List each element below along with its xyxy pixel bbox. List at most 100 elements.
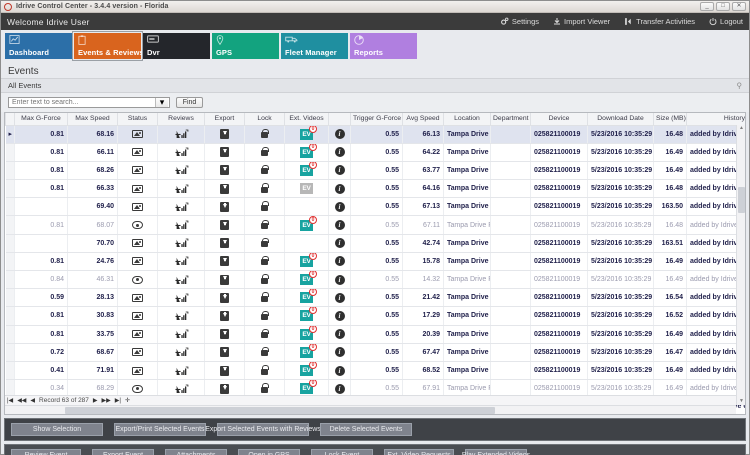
cell-status[interactable] (117, 288, 158, 308)
lock-icon[interactable] (261, 328, 269, 339)
col-department[interactable]: Department (490, 113, 531, 126)
info-icon[interactable]: i (334, 238, 345, 249)
col-location[interactable]: Location (443, 113, 491, 126)
row-selector[interactable] (5, 270, 15, 290)
lock-icon[interactable] (261, 201, 269, 211)
cell-info[interactable]: i (328, 125, 351, 144)
cell-reviews[interactable] (157, 215, 205, 235)
cell-status[interactable] (117, 270, 158, 290)
row-selector[interactable] (5, 197, 15, 217)
cell-status[interactable] (117, 143, 158, 162)
ext-video-badge[interactable]: EV (300, 183, 313, 195)
maximize-button[interactable]: □ (716, 2, 730, 11)
image-icon[interactable] (132, 166, 143, 175)
col-info[interactable] (328, 113, 351, 126)
reviews-icon[interactable] (173, 165, 189, 175)
download-icon[interactable] (220, 183, 229, 194)
download-icon[interactable] (220, 147, 229, 158)
cell-info[interactable]: i (328, 270, 351, 290)
nav-last-button[interactable]: ▶| (114, 398, 121, 404)
info-icon[interactable]: i (334, 183, 345, 194)
cell-info[interactable]: i (328, 306, 351, 326)
lock-icon[interactable] (261, 292, 269, 302)
toolbar-ext-video-requests-button[interactable]: Ext. Video Requests (384, 449, 454, 455)
nav-tile-reports[interactable]: Reports (350, 33, 417, 59)
cell-export[interactable] (204, 161, 245, 181)
nav-tile-gps[interactable]: GPS (212, 33, 279, 59)
pin-icon[interactable]: ⚲ (736, 81, 743, 90)
cell-lock[interactable] (244, 270, 285, 290)
row-selector[interactable] (5, 361, 15, 381)
cell-lock[interactable] (244, 252, 285, 272)
cell-status[interactable] (117, 215, 158, 235)
image-icon[interactable] (132, 239, 143, 248)
nav-prev-button[interactable]: ◀ (30, 398, 36, 404)
cell-status[interactable] (117, 325, 158, 344)
col-export[interactable]: Export (204, 113, 245, 126)
cell-export[interactable] (204, 179, 245, 199)
reviews-icon[interactable] (173, 329, 189, 339)
row-selector[interactable] (5, 215, 15, 235)
download-icon[interactable] (220, 329, 229, 340)
cell-info[interactable]: i (328, 215, 351, 235)
toolbar-show-selection-button[interactable]: Show Selection (11, 423, 103, 436)
cell-export[interactable] (204, 270, 245, 290)
cell-export[interactable] (204, 143, 245, 162)
cell-reviews[interactable] (157, 306, 205, 326)
cell-ext-videos[interactable] (284, 197, 329, 217)
lock-icon[interactable] (261, 256, 269, 266)
info-icon[interactable]: i (334, 383, 345, 394)
import-viewer-button[interactable]: Import Viewer (553, 17, 610, 26)
info-icon[interactable]: i (334, 329, 345, 340)
download-icon[interactable] (220, 201, 229, 212)
cell-lock[interactable] (244, 234, 285, 253)
reviews-icon[interactable] (173, 311, 189, 321)
cell-lock[interactable] (244, 125, 285, 144)
eye-icon[interactable] (132, 275, 143, 284)
image-icon[interactable] (132, 366, 143, 375)
col-reviews[interactable]: Reviews (157, 113, 205, 126)
row-selector[interactable] (5, 252, 15, 272)
nav-prev-page-button[interactable]: ◀◀ (17, 398, 27, 404)
reviews-icon[interactable] (173, 202, 189, 212)
cell-export[interactable] (204, 234, 245, 253)
scroll-down-icon[interactable]: ▼ (739, 398, 744, 404)
toolbar-export-print-selected-events-button[interactable]: Export/Print Selected Events (114, 423, 206, 436)
col-download-date[interactable]: Download Date (587, 113, 654, 126)
cell-status[interactable] (117, 234, 158, 253)
info-icon[interactable]: i (334, 129, 345, 140)
transfer-activities-button[interactable]: Transfer Activities (624, 17, 695, 26)
cell-ext-videos[interactable] (284, 234, 329, 253)
settings-button[interactable]: Settings (500, 17, 539, 26)
col-history[interactable]: History (686, 113, 745, 126)
cell-reviews[interactable] (157, 361, 205, 381)
download-icon[interactable] (220, 383, 229, 394)
cell-export[interactable] (204, 197, 245, 217)
nav-next-page-button[interactable]: ▶▶ (101, 398, 111, 404)
find-button[interactable]: Find (176, 97, 203, 108)
info-icon[interactable]: i (334, 274, 345, 285)
col-size-mb[interactable]: Size (MB) (653, 113, 687, 126)
cell-lock[interactable] (244, 179, 285, 199)
cell-status[interactable] (117, 343, 158, 362)
row-selector[interactable] (5, 343, 15, 362)
lock-icon[interactable] (261, 237, 269, 248)
image-icon[interactable] (132, 202, 143, 211)
cell-info[interactable]: i (328, 325, 351, 344)
cell-reviews[interactable] (157, 288, 205, 308)
toolbar-review-event-button[interactable]: Review Event (11, 449, 81, 455)
